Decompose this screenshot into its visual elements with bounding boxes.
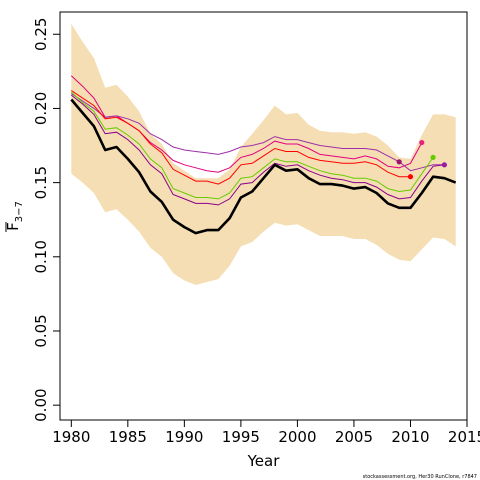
endpoint-marker-2013 — [441, 162, 447, 168]
x-tick-label-1985: 1985 — [109, 428, 147, 446]
retro-series-lines — [70, 75, 445, 206]
x-tick-label-1995: 1995 — [222, 428, 260, 446]
confidence-band-area — [71, 23, 456, 286]
y-axis-title-sub: 3−7 — [14, 201, 25, 222]
x-tick-label-2000: 2000 — [278, 428, 316, 446]
confidence-band — [71, 23, 456, 286]
x-axis: 1980 1985 1990 1995 2000 2005 2010 2015 — [52, 419, 480, 446]
retro-series-line-3 — [71, 90, 411, 185]
retro-series-line-4 — [70, 91, 434, 200]
x-tick-label-2010: 2010 — [391, 428, 429, 446]
x-tick-label-1980: 1980 — [52, 428, 90, 446]
retro-series-line-2 — [71, 93, 445, 172]
endpoint-markers — [396, 139, 447, 180]
x-axis-title: Year — [247, 452, 281, 470]
x-tick-label-2005: 2005 — [335, 428, 373, 446]
y-tick-label-2: 0.10 — [32, 240, 50, 273]
y-tick-label-0: 0.00 — [32, 388, 50, 421]
endpoint-marker-2009 — [396, 159, 402, 165]
y-axis-title: F3−7 — [4, 201, 25, 232]
y-tick-label-3: 0.15 — [32, 166, 50, 199]
y-tick-label-1: 0.05 — [32, 314, 50, 347]
y-tick-label-4: 0.20 — [32, 92, 50, 125]
y-tick-label-5: 0.25 — [32, 18, 50, 51]
endpoint-marker-2011 — [419, 139, 425, 146]
endpoint-marker-2010 — [407, 174, 414, 180]
endpoint-marker-2012 — [430, 154, 436, 160]
x-tick-label-2015: 2015 — [448, 428, 480, 446]
svg-text:F3−7: F3−7 — [4, 201, 25, 231]
retro-series-line-5 — [70, 94, 445, 206]
y-axis: 0.00 0.05 0.10 0.15 0.20 0.25 — [32, 18, 61, 422]
x-tick-label-1990: 1990 — [165, 428, 203, 446]
main-estimate-line — [70, 98, 457, 235]
footnote: stockassessment.org, Her30 RunClone, r78… — [363, 474, 477, 480]
y-axis-title-main: F — [4, 222, 22, 231]
main-estimate-path — [70, 98, 457, 235]
